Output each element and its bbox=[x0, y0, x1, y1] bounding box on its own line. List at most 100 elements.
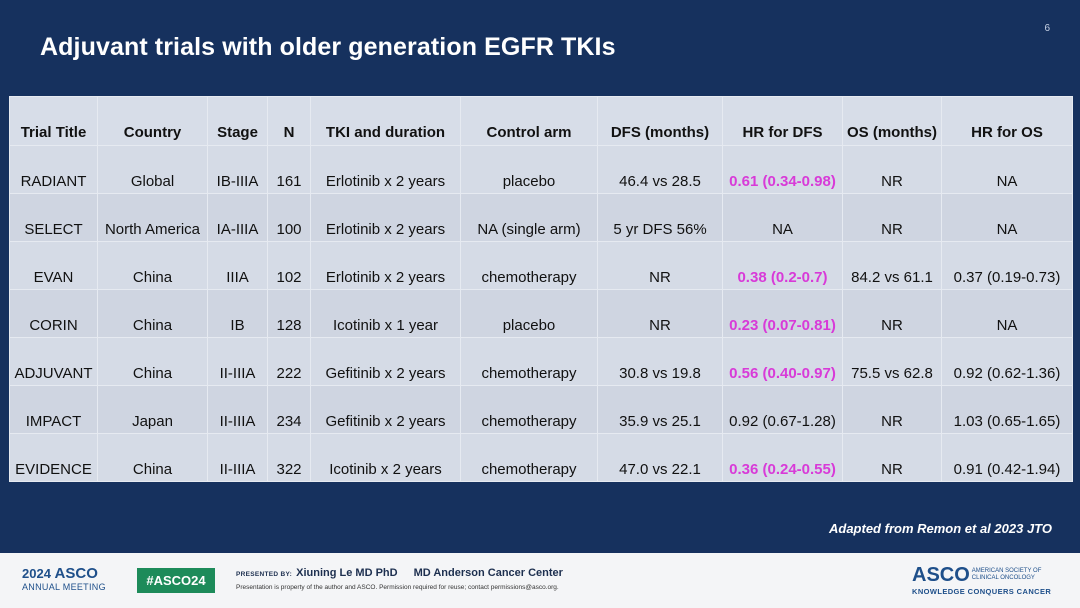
table-cell: IMPACT bbox=[9, 385, 98, 434]
table-row: ADJUVANT China II-IIIA 222 Gefitinib x 2 yea… bbox=[9, 337, 1073, 386]
meeting-year: 2024 bbox=[22, 566, 51, 581]
table-cell: 0.36 (0.24-0.55) bbox=[722, 433, 843, 482]
table-cell: 46.4 vs 28.5 bbox=[597, 145, 723, 194]
table-cell: Erlotinib x 2 years bbox=[310, 145, 461, 194]
table-cell: China bbox=[97, 433, 208, 482]
table-cell: placebo bbox=[460, 289, 598, 338]
table-cell: chemotherapy bbox=[460, 385, 598, 434]
table-cell: 47.0 vs 22.1 bbox=[597, 433, 723, 482]
table-cell: NA bbox=[941, 145, 1073, 194]
table-cell: NA bbox=[941, 289, 1073, 338]
table-cell: China bbox=[97, 289, 208, 338]
asco-meeting-logo: 2024 ASCO ANNUAL MEETING bbox=[22, 566, 106, 593]
column-header: Control arm bbox=[460, 96, 598, 146]
meeting-name: ASCO bbox=[54, 565, 98, 582]
footer-bar: 2024 ASCO ANNUAL MEETING #ASCO24 PRESENT… bbox=[0, 553, 1080, 608]
table-cell: CORIN bbox=[9, 289, 98, 338]
table-cell: NR bbox=[842, 433, 942, 482]
table-row: IMPACT Japan II-IIIA 234 Gefitinib x 2 years… bbox=[9, 385, 1073, 434]
trials-table-container: Trial Title Country Stage N TKI and duration… bbox=[9, 96, 1073, 482]
table-cell: SELECT bbox=[9, 193, 98, 242]
table-cell: IB bbox=[207, 289, 268, 338]
column-header: HR for OS bbox=[941, 96, 1073, 146]
table-cell: Icotinib x 2 years bbox=[310, 433, 461, 482]
table-cell: 234 bbox=[267, 385, 311, 434]
table-row: RADIANT Global IB-IIIA 161 Erlotinib x 2 yea… bbox=[9, 145, 1073, 194]
slide-title: Adjuvant trials with older generation EG… bbox=[40, 33, 616, 61]
table-cell: EVAN bbox=[9, 241, 98, 290]
table-cell: 0.56 (0.40-0.97) bbox=[722, 337, 843, 386]
table-cell: 0.38 (0.2-0.7) bbox=[722, 241, 843, 290]
table-cell: 161 bbox=[267, 145, 311, 194]
trials-table: Trial Title Country Stage N TKI and duration… bbox=[9, 96, 1073, 482]
table-cell: NA bbox=[941, 193, 1073, 242]
table-cell: Global bbox=[97, 145, 208, 194]
table-cell: NR bbox=[842, 385, 942, 434]
table-cell: Erlotinib x 2 years bbox=[310, 193, 461, 242]
table-cell: Erlotinib x 2 years bbox=[310, 241, 461, 290]
column-header: TKI and duration bbox=[310, 96, 461, 146]
table-cell: 0.92 (0.62-1.36) bbox=[941, 337, 1073, 386]
table-cell: NR bbox=[842, 289, 942, 338]
table-cell: II-IIIA bbox=[207, 433, 268, 482]
table-cell: NA bbox=[722, 193, 843, 242]
table-cell: chemotherapy bbox=[460, 241, 598, 290]
column-header: Stage bbox=[207, 96, 268, 146]
table-cell: IIIA bbox=[207, 241, 268, 290]
table-row: CORIN China IB 128 Icotinib x 1 year placebo N… bbox=[9, 289, 1073, 338]
table-cell: 75.5 vs 62.8 bbox=[842, 337, 942, 386]
table-cell: II-IIIA bbox=[207, 385, 268, 434]
table-cell: China bbox=[97, 241, 208, 290]
column-header: OS (months) bbox=[842, 96, 942, 146]
table-cell: 0.92 (0.67-1.28) bbox=[722, 385, 843, 434]
table-cell: Icotinib x 1 year bbox=[310, 289, 461, 338]
table-cell: 5 yr DFS 56% bbox=[597, 193, 723, 242]
table-cell: North America bbox=[97, 193, 208, 242]
table-cell: 322 bbox=[267, 433, 311, 482]
table-header-row: Trial Title Country Stage N TKI and duration… bbox=[9, 96, 1073, 146]
disclaimer: Presentation is property of the author a… bbox=[236, 584, 559, 591]
table-cell: NR bbox=[597, 289, 723, 338]
table-cell: 100 bbox=[267, 193, 311, 242]
table-cell: RADIANT bbox=[9, 145, 98, 194]
table-row: SELECT North America IA-IIIA 100 Erlotinib x… bbox=[9, 193, 1073, 242]
table-cell: chemotherapy bbox=[460, 337, 598, 386]
presenter-info: PRESENTED BY: Xiuning Le MD PhD MD Anderso… bbox=[236, 567, 563, 591]
table-cell: NA (single arm) bbox=[460, 193, 598, 242]
presenter-institution: MD Anderson Cancer Center bbox=[413, 567, 563, 579]
table-cell: 30.8 vs 19.8 bbox=[597, 337, 723, 386]
table-cell: China bbox=[97, 337, 208, 386]
table-row: EVAN China IIIA 102 Erlotinib x 2 years chemo… bbox=[9, 241, 1073, 290]
table-cell: 0.91 (0.42-1.94) bbox=[941, 433, 1073, 482]
table-cell: 222 bbox=[267, 337, 311, 386]
table-cell: IA-IIIA bbox=[207, 193, 268, 242]
column-header: Trial Title bbox=[9, 96, 98, 146]
asco-logo-text: ASCO bbox=[912, 564, 970, 586]
table-cell: 1.03 (0.65-1.65) bbox=[941, 385, 1073, 434]
column-header: DFS (months) bbox=[597, 96, 723, 146]
slide-number: 6 bbox=[1044, 23, 1050, 34]
table-cell: 0.37 (0.19-0.73) bbox=[941, 241, 1073, 290]
table-cell: 35.9 vs 25.1 bbox=[597, 385, 723, 434]
table-cell: NR bbox=[842, 193, 942, 242]
table-cell: NR bbox=[842, 145, 942, 194]
table-cell: placebo bbox=[460, 145, 598, 194]
column-header: Country bbox=[97, 96, 208, 146]
table-cell: 0.23 (0.07-0.81) bbox=[722, 289, 843, 338]
column-header: HR for DFS bbox=[722, 96, 843, 146]
table-cell: II-IIIA bbox=[207, 337, 268, 386]
table-cell: chemotherapy bbox=[460, 433, 598, 482]
table-cell: IB-IIIA bbox=[207, 145, 268, 194]
table-cell: Japan bbox=[97, 385, 208, 434]
hashtag-badge: #ASCO24 bbox=[137, 568, 215, 593]
presented-by-label: PRESENTED BY: bbox=[236, 571, 293, 578]
presenter-name: Xiuning Le MD PhD bbox=[296, 567, 398, 579]
table-row: EVIDENCE China II-IIIA 322 Icotinib x 2 year… bbox=[9, 433, 1073, 482]
table-cell: 102 bbox=[267, 241, 311, 290]
asco-tagline: KNOWLEDGE CONQUERS CANCER bbox=[912, 587, 1052, 596]
table-cell: ADJUVANT bbox=[9, 337, 98, 386]
table-cell: Gefitinib x 2 years bbox=[310, 337, 461, 386]
source-citation: Adapted from Remon et al 2023 JTO bbox=[829, 521, 1052, 536]
asco-society-logo: ASCO AMERICAN SOCIETY OF CLINICAL ONCOLOGY… bbox=[912, 564, 1058, 596]
table-cell: Gefitinib x 2 years bbox=[310, 385, 461, 434]
